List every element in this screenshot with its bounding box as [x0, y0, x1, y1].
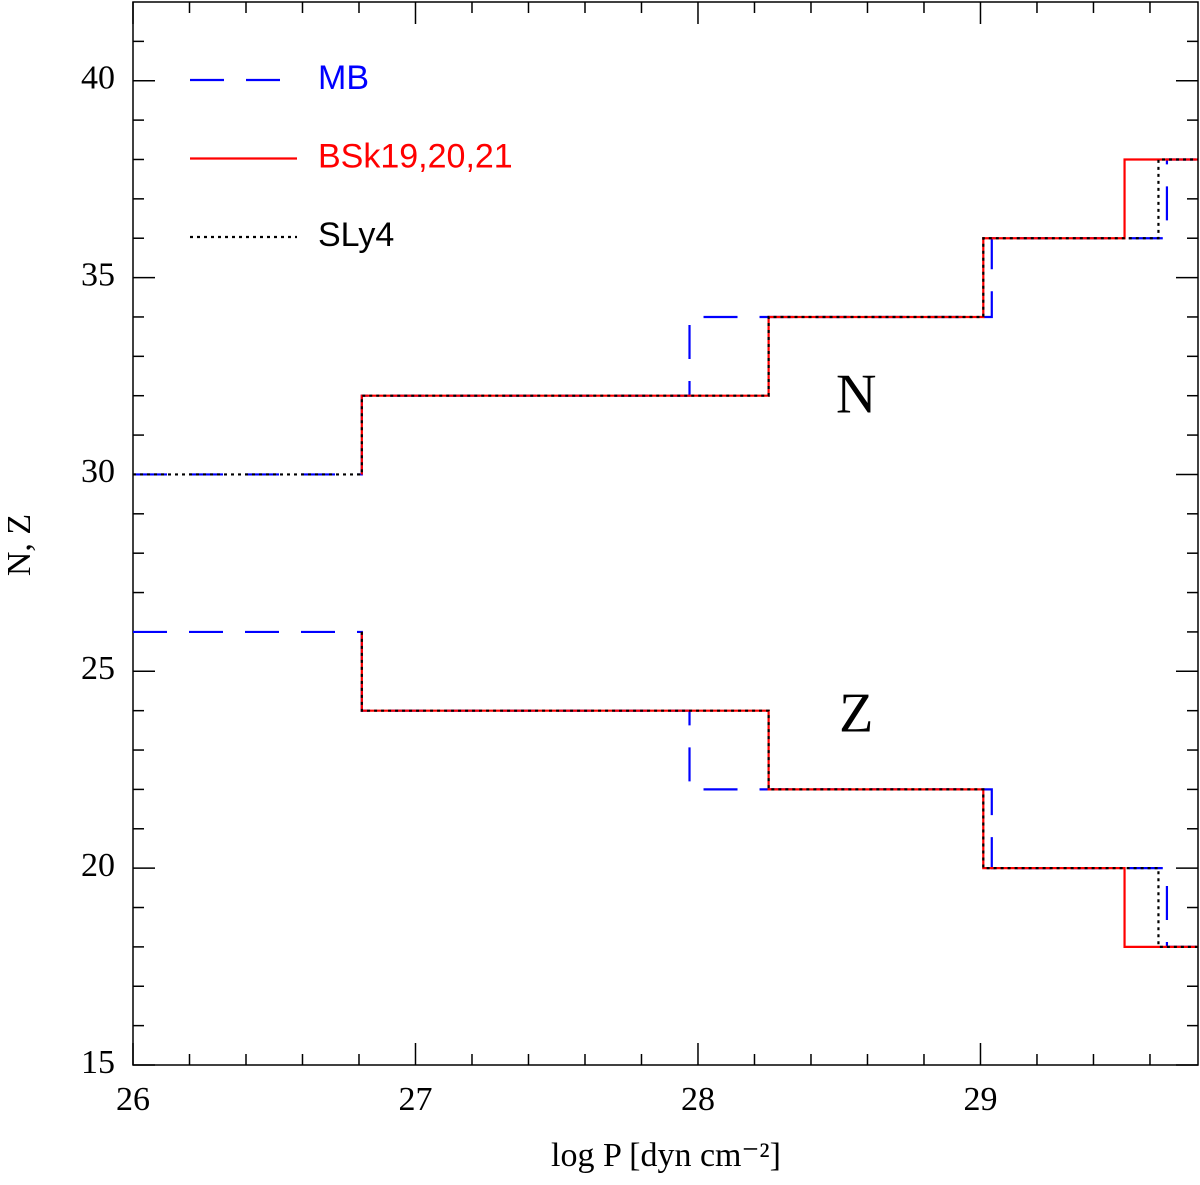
y-tick-label: 15 [81, 1044, 115, 1081]
y-tick-label: 30 [81, 453, 115, 490]
step-line [133, 630, 1198, 948]
x-tick-label: 28 [681, 1081, 715, 1118]
x-tick-label: 26 [116, 1081, 150, 1118]
annotation: Z [839, 682, 873, 744]
step-line [133, 158, 1198, 476]
y-tick-label: 25 [81, 650, 115, 687]
y-tick-label: 40 [81, 60, 115, 97]
x-tick-label: 27 [398, 1081, 432, 1118]
y-tick-label: 35 [81, 256, 115, 293]
x-axis-label: log P [dyn cm⁻²] [551, 1137, 781, 1174]
legend-label: MB [318, 59, 369, 97]
legend-label: BSk19,20,21 [318, 137, 513, 175]
step-line [133, 158, 1198, 476]
y-tick-label: 20 [81, 847, 115, 884]
x-tick-label: 29 [963, 1081, 997, 1118]
annotation: N [836, 363, 876, 425]
y-axis-label: N, Z [1, 514, 38, 576]
legend-label: SLy4 [318, 216, 394, 254]
step-line [360, 631, 1198, 948]
plot-frame [132, 1, 1199, 1066]
step-line [360, 158, 1198, 475]
